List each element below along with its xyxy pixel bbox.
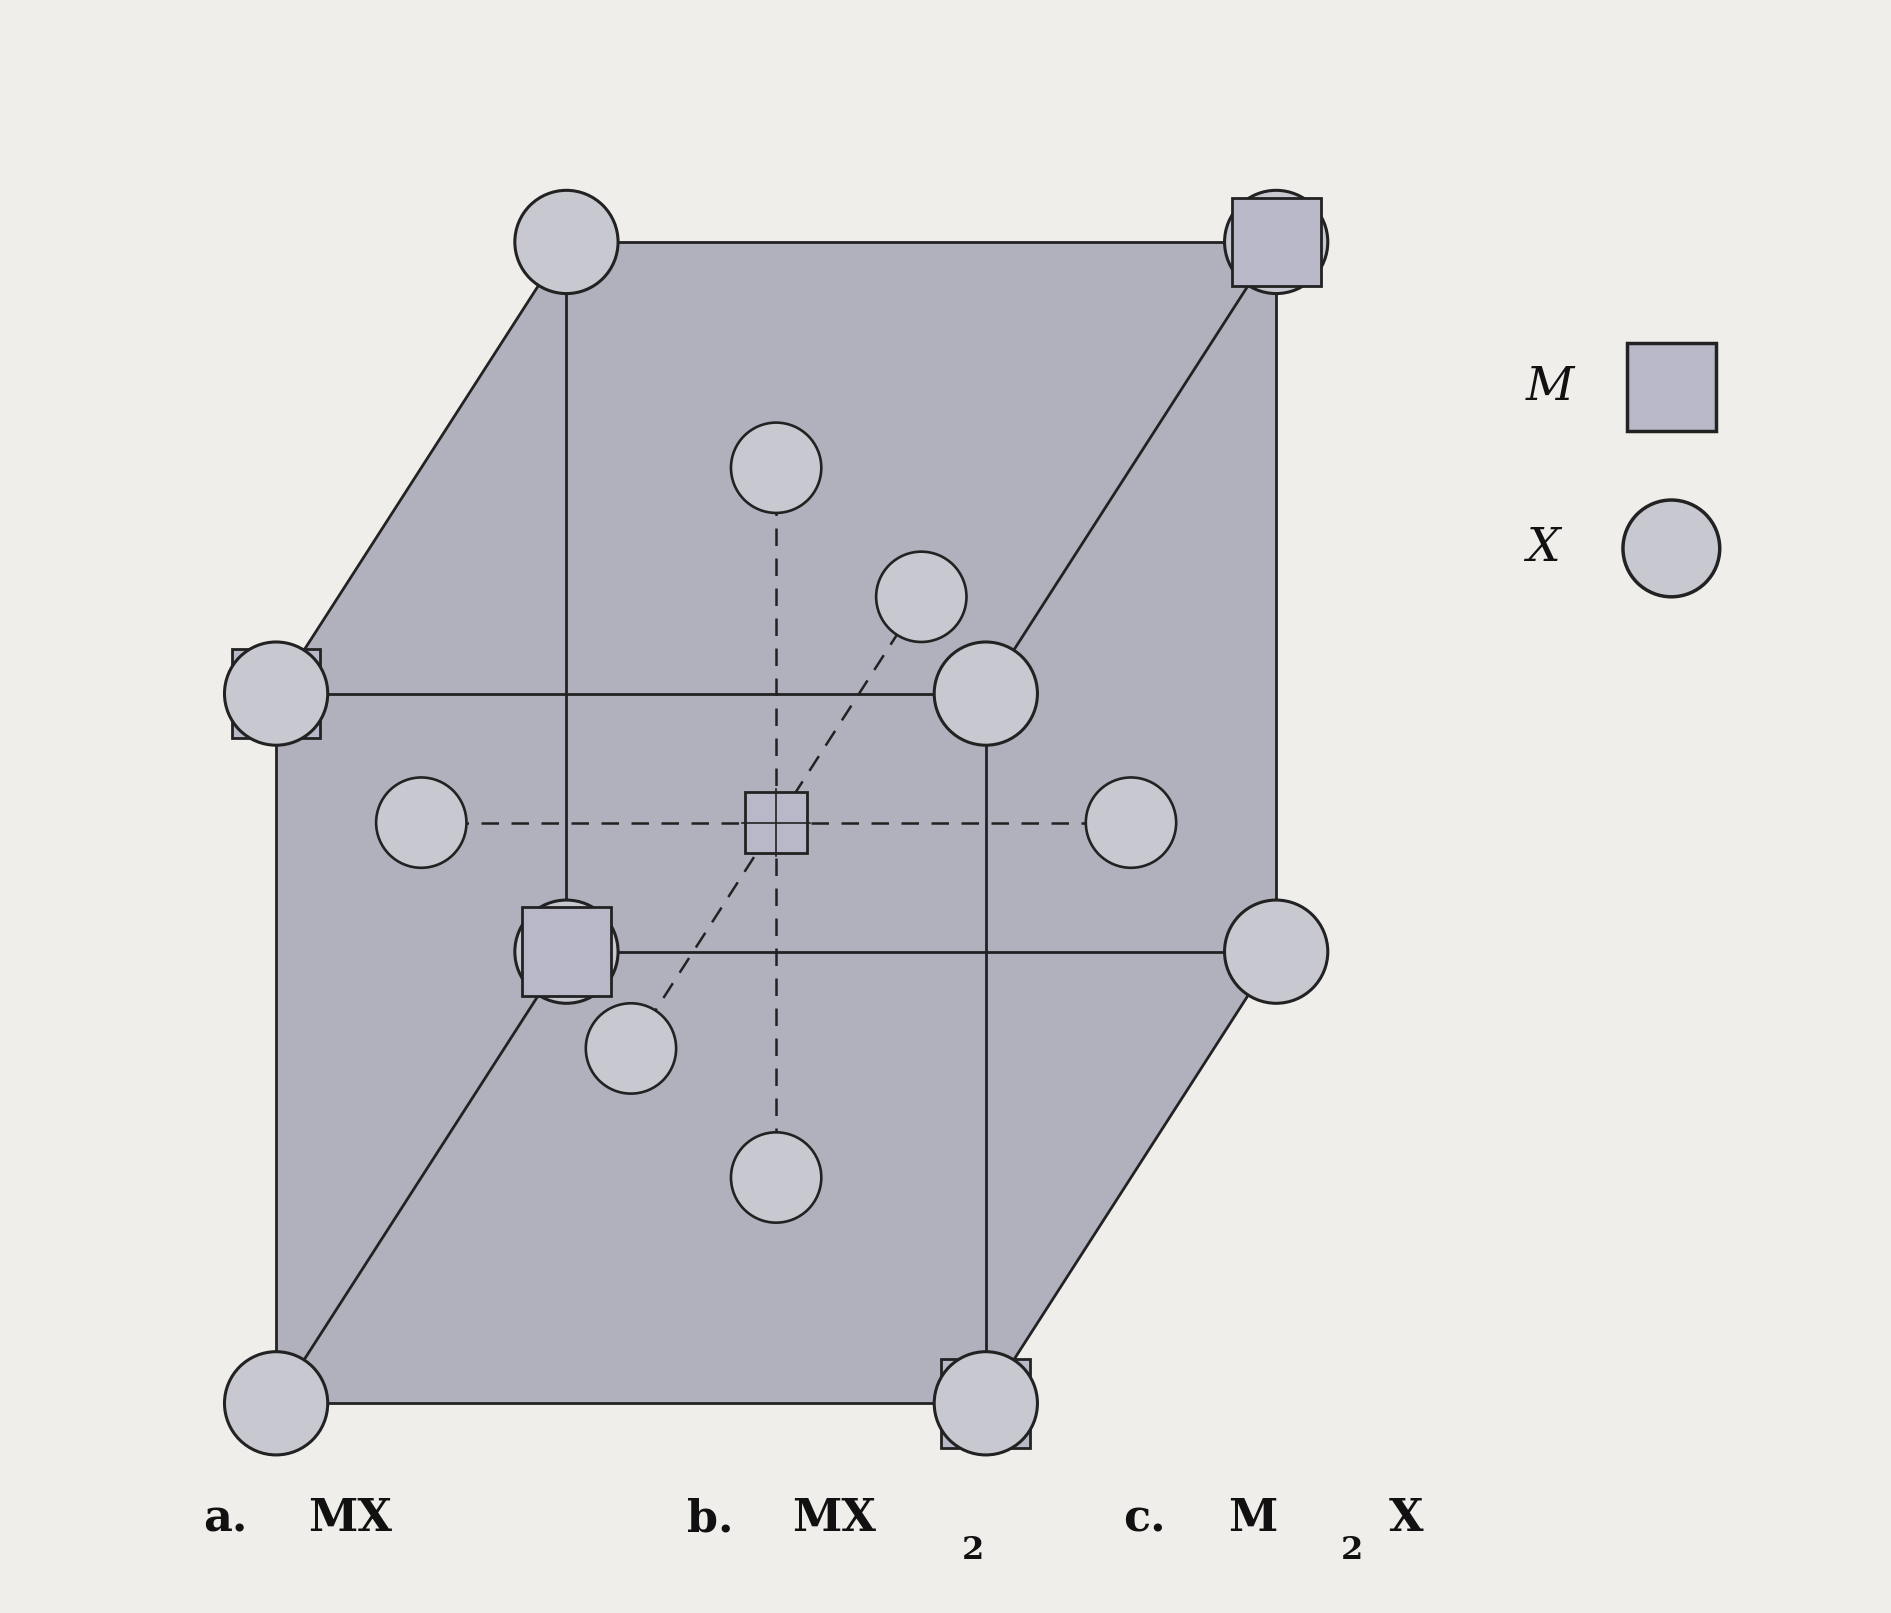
- Polygon shape: [276, 694, 985, 1403]
- Circle shape: [732, 1132, 821, 1223]
- Circle shape: [1225, 900, 1327, 1003]
- Text: b.: b.: [688, 1497, 734, 1540]
- Text: X: X: [1526, 526, 1560, 571]
- Circle shape: [225, 1352, 327, 1455]
- Bar: [745, 792, 807, 853]
- Text: c.: c.: [1123, 1497, 1165, 1540]
- Text: X: X: [1390, 1497, 1424, 1540]
- Circle shape: [1622, 500, 1719, 597]
- Polygon shape: [276, 242, 1276, 694]
- Circle shape: [876, 552, 966, 642]
- Circle shape: [225, 642, 327, 745]
- Circle shape: [934, 1352, 1038, 1455]
- Text: 2: 2: [1341, 1536, 1363, 1566]
- Polygon shape: [276, 952, 1276, 1403]
- Text: M: M: [1227, 1497, 1276, 1540]
- Circle shape: [732, 423, 821, 513]
- Circle shape: [514, 190, 618, 294]
- Text: a.: a.: [204, 1497, 248, 1540]
- Polygon shape: [985, 242, 1276, 1403]
- Circle shape: [586, 1003, 677, 1094]
- Text: 2: 2: [963, 1536, 983, 1566]
- Circle shape: [1225, 190, 1327, 294]
- Polygon shape: [567, 242, 1276, 952]
- Bar: [522, 907, 611, 997]
- Bar: [1231, 197, 1320, 287]
- Circle shape: [514, 900, 618, 1003]
- Bar: [233, 648, 320, 737]
- Circle shape: [376, 777, 467, 868]
- Text: MX: MX: [308, 1497, 391, 1540]
- Polygon shape: [276, 242, 567, 1403]
- Text: M: M: [1526, 365, 1575, 410]
- Circle shape: [934, 642, 1038, 745]
- Circle shape: [1085, 777, 1176, 868]
- Text: MX: MX: [792, 1497, 876, 1540]
- Bar: [942, 1358, 1031, 1448]
- Bar: [1626, 342, 1715, 431]
